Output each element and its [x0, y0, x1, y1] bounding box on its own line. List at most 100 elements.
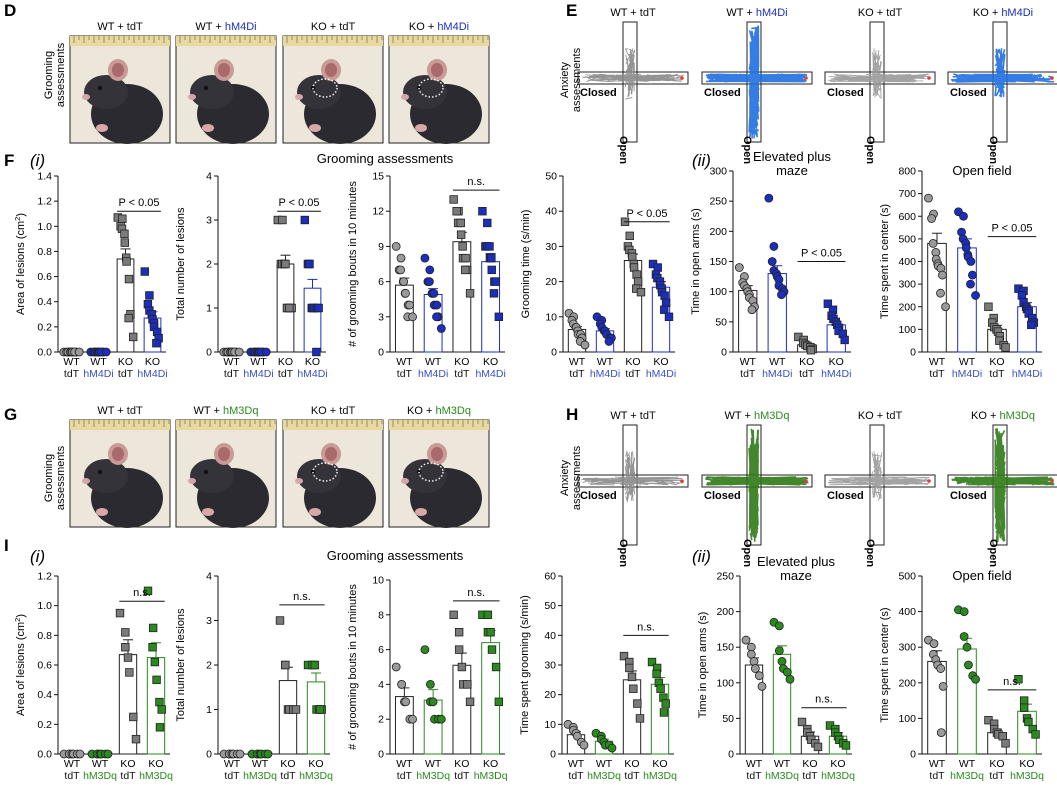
data-point	[633, 277, 643, 286]
data-point	[449, 610, 458, 619]
data-point	[452, 206, 461, 216]
data-point	[485, 242, 494, 251]
closed-arm-label: Closed	[827, 87, 864, 99]
data-point	[971, 291, 980, 300]
maze-title: WT + tdT	[610, 410, 656, 422]
significance-label: n.s.	[133, 587, 151, 599]
y-axis-label: Grooming time (s/min)	[520, 210, 532, 319]
x-tick-label-top: WT	[224, 758, 241, 770]
data-point	[399, 277, 409, 287]
photo-title: KO + tdT	[311, 21, 356, 33]
data-point	[456, 230, 466, 239]
x-tick-label-top: WT	[959, 758, 976, 770]
chart-title: maze	[776, 163, 808, 178]
data-point	[487, 645, 497, 654]
track-trace	[582, 48, 685, 100]
mouse-photo	[388, 35, 490, 144]
data-point	[966, 257, 976, 266]
x-tick-label-bottom: tdT	[746, 770, 762, 782]
maze-title: KO + tdT	[858, 7, 903, 19]
y-tick-label: 50	[545, 171, 557, 183]
data-point	[607, 743, 617, 753]
y-tick-label: 200	[898, 301, 916, 313]
data-point	[604, 337, 614, 346]
data-point	[300, 215, 309, 225]
x-tick-label-top: WT	[774, 758, 791, 770]
x-tick-label-top: WT	[769, 356, 786, 368]
data-point	[750, 664, 760, 673]
data-point	[823, 299, 833, 308]
x-tick-label-top: KO	[799, 356, 814, 368]
data-point	[938, 681, 948, 691]
y-tick-label: 3	[206, 615, 212, 627]
y-axis-label: Time spent in center (s)	[879, 204, 891, 319]
mouse-photo	[69, 35, 171, 144]
y-tick-label: 50	[722, 713, 734, 725]
data-point	[125, 668, 134, 677]
start-marker	[927, 76, 931, 80]
photo-title: KO + hM4Di	[409, 21, 469, 33]
side-label-d: Groomingassessments	[43, 42, 67, 107]
data-point	[774, 646, 784, 656]
y-tick-label: 1	[206, 704, 212, 716]
x-tick-label-bottom: hM4Di	[762, 368, 792, 380]
mouse-photo	[282, 35, 384, 144]
x-tick-label-bottom: tdT	[802, 770, 818, 782]
data-point	[457, 662, 467, 672]
chart-i3: 0 2 4 6 8 10 # of grooming bouts in 10 minutes…	[347, 575, 508, 783]
maze-title: KO + hM4Di	[973, 7, 1033, 19]
y-tick-label: 0	[206, 749, 212, 761]
x-tick-label-top: WT	[568, 758, 585, 770]
panel-g-side-label: Groomingassessments	[43, 445, 67, 510]
data-point	[263, 749, 273, 759]
closed-arm-label: Closed	[950, 490, 987, 502]
x-tick-label-bottom: hM4Di	[243, 368, 273, 380]
closed-arm-label: Closed	[827, 490, 864, 502]
y-tick-label: 10	[545, 311, 557, 323]
x-tick-label-top: WT	[740, 356, 757, 368]
significance-label: n.s.	[467, 176, 485, 188]
data-point	[580, 340, 590, 350]
data-point	[465, 289, 475, 298]
closed-arm-label: Closed	[704, 490, 741, 502]
x-tick-label-top: WT	[64, 758, 81, 770]
y-tick-label: 50	[715, 316, 727, 328]
photo-title: KO + tdT	[311, 405, 356, 417]
photo-row-d: WT + tdT WT + hM4Di KO + tdT KO + hM4Di	[69, 21, 490, 144]
x-tick-label-bottom: hM4Di	[821, 368, 851, 380]
data-point	[234, 347, 244, 357]
y-tick-label: 6	[378, 276, 384, 288]
track-trace	[705, 25, 808, 139]
data-point	[401, 697, 411, 707]
data-point	[625, 663, 634, 673]
x-tick-label-bottom: tdT	[624, 770, 640, 782]
panel-h-side-label: Anxietyassessments	[559, 445, 583, 510]
y-tick-label: 0.0	[37, 749, 52, 761]
y-tick-label: 0	[550, 749, 556, 761]
lesion-outline	[312, 462, 338, 482]
data-point	[486, 628, 495, 637]
x-tick-label-bottom: hM3Dq	[83, 770, 117, 782]
x-tick-label-bottom: hM4Di	[590, 368, 620, 380]
y-tick-label: 1.2	[37, 571, 52, 583]
data-point	[1014, 675, 1023, 684]
y-tick-label: 800	[898, 166, 916, 178]
chart-i1: 0.0 0.2 0.4 0.6 0.8 1.0 1.2 Area of lesions (cm…	[13, 571, 174, 783]
data-point	[148, 643, 157, 652]
y-tick-label: 0	[728, 749, 734, 761]
bar	[481, 261, 501, 353]
closed-arm-label: Closed	[704, 87, 741, 99]
chart-title: maze	[780, 568, 812, 583]
data-point	[425, 680, 435, 689]
track-trace	[951, 48, 1055, 98]
panel-label-f: F	[4, 151, 14, 170]
y-tick-label: 0.6	[37, 660, 52, 672]
lesion-outline	[312, 78, 338, 98]
y-tick-label: 1.4	[37, 171, 52, 183]
data-point	[767, 257, 777, 266]
x-tick-label-bottom: tdT	[224, 770, 240, 782]
panel-label-h: H	[566, 405, 578, 424]
data-point	[652, 669, 661, 679]
y-tick-label: 500	[898, 233, 916, 245]
